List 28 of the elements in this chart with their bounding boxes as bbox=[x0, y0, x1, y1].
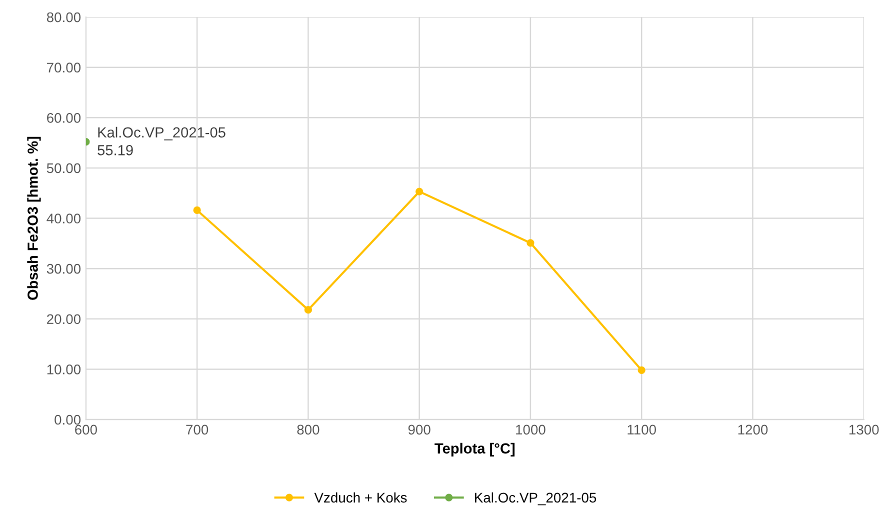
y-tick-label: 30.00 bbox=[46, 264, 81, 274]
x-tick-label: 600 bbox=[75, 424, 97, 435]
x-tick-label: 1100 bbox=[628, 424, 656, 435]
y-tick-label: 0.00 bbox=[54, 414, 81, 425]
x-tick-label: 700 bbox=[186, 424, 208, 435]
y-tick-label: 40.00 bbox=[46, 214, 81, 224]
y-tick-label: 70.00 bbox=[47, 62, 81, 73]
legend-label: Kal.Oc.VP_2021-05 bbox=[475, 492, 596, 506]
data-label: 55.19 bbox=[98, 145, 133, 156]
y-tick-label: 10.00 bbox=[47, 364, 81, 374]
x-tick-label: 1200 bbox=[738, 424, 768, 435]
point bbox=[526, 239, 534, 247]
x-axis-title: Teplota [°C] bbox=[434, 442, 515, 456]
x-tick-label: 900 bbox=[408, 424, 430, 435]
y-tick-label: 20.00 bbox=[47, 314, 81, 324]
annotation: Kal.Oc.VP_2021-05 bbox=[98, 126, 226, 140]
y-tick-label: 50.00 bbox=[46, 163, 81, 174]
point bbox=[416, 188, 424, 196]
x-tick-label: 1000 bbox=[516, 424, 546, 435]
x-tick-label: 1300 bbox=[849, 424, 879, 435]
point bbox=[193, 206, 201, 214]
y-axis-title: Obsah Fe2O3 [hmot. %] bbox=[27, 136, 41, 300]
y-tick-label: 60.00 bbox=[47, 112, 81, 123]
legend-label: Vzduch + Koks bbox=[314, 492, 407, 503]
point bbox=[304, 306, 312, 314]
y-tick-label: 80.00 bbox=[46, 12, 81, 22]
x-tick-label: 800 bbox=[297, 424, 320, 435]
point bbox=[638, 366, 646, 374]
